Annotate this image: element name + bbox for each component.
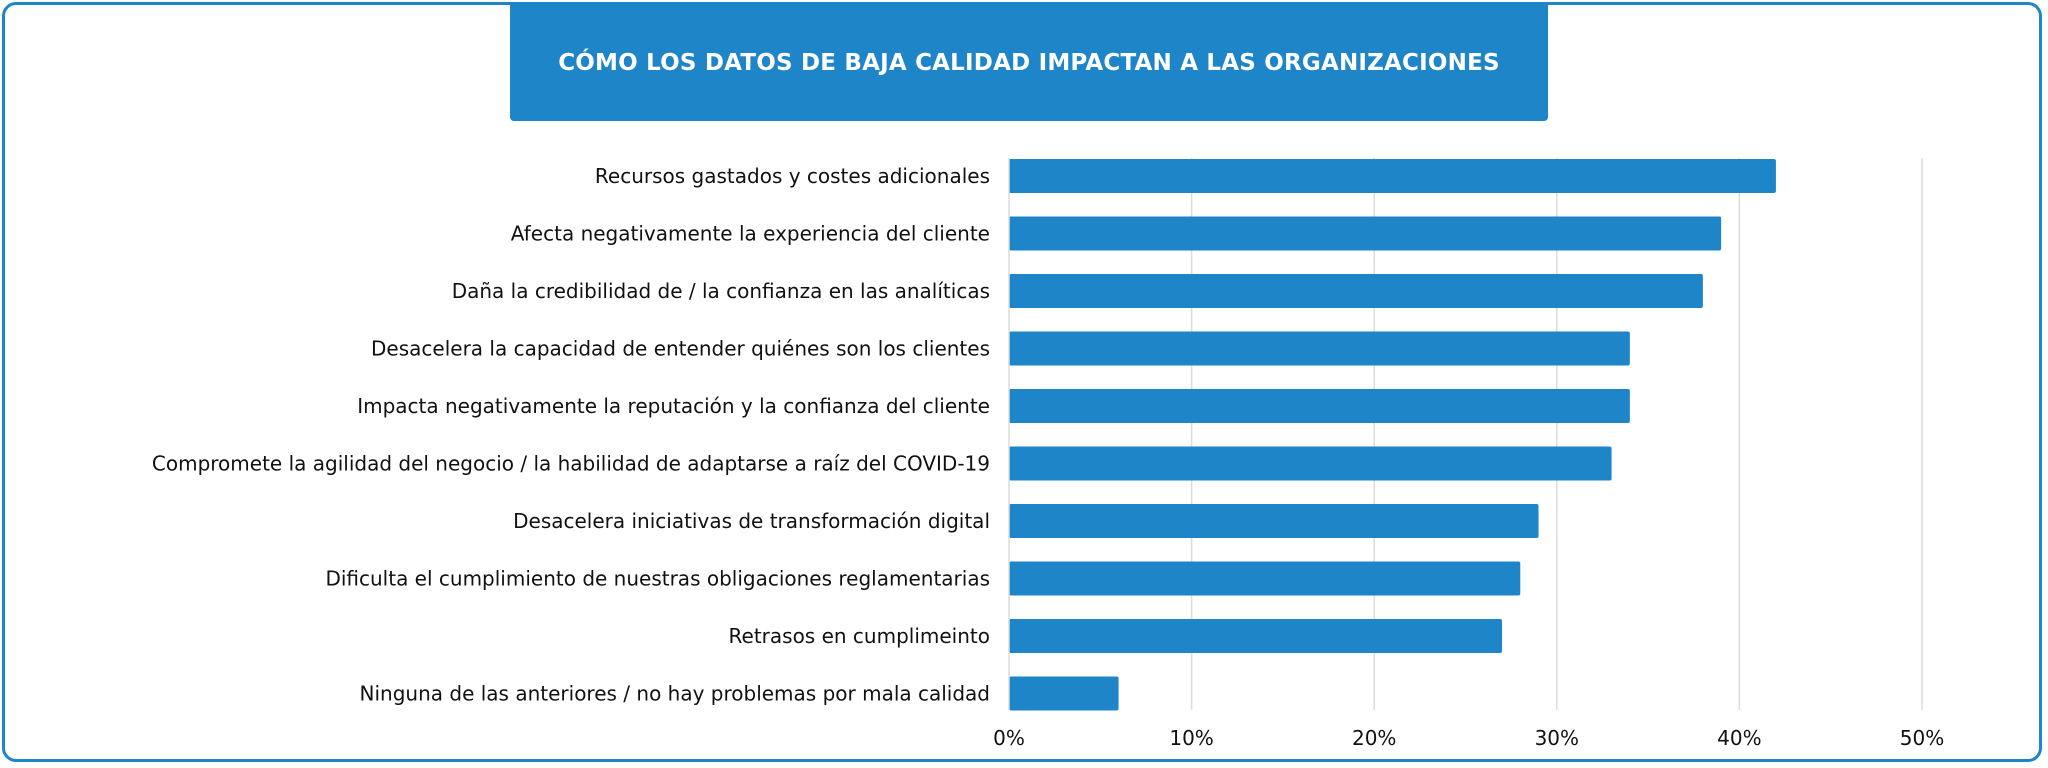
x-tick-label: 20% — [1352, 726, 1396, 750]
x-tick-label: 0% — [993, 726, 1025, 750]
bar — [1009, 619, 1503, 653]
category-label: Dificulta el cumplimiento de nuestras ob… — [325, 567, 990, 591]
bar — [1009, 216, 1722, 251]
bar — [1009, 561, 1521, 596]
bar — [1009, 676, 1119, 711]
x-tick-label: 50% — [1900, 726, 1944, 750]
category-label: Impacta negativamente la reputación y la… — [357, 394, 990, 418]
bar — [1009, 331, 1630, 366]
x-tick-label: 10% — [1169, 726, 1213, 750]
category-label: Retrasos en cumplimeinto — [729, 624, 990, 648]
bar — [1009, 389, 1630, 423]
category-label: Desacelera iniciativas de transformación… — [513, 509, 990, 533]
bar — [1009, 159, 1776, 193]
category-label: Recursos gastados y costes adicionales — [595, 164, 990, 188]
chart-title: CÓMO LOS DATOS DE BAJA CALIDAD IMPACTAN … — [558, 50, 1500, 76]
bar — [1009, 274, 1703, 308]
x-tick-label: 30% — [1535, 726, 1579, 750]
category-label: Daña la credibilidad de / la confianza e… — [452, 279, 990, 303]
bar — [1009, 446, 1612, 481]
bar — [1009, 504, 1539, 538]
category-label: Compromete la agilidad del negocio / la … — [152, 452, 990, 476]
x-tick-label: 40% — [1717, 726, 1761, 750]
title-banner: CÓMO LOS DATOS DE BAJA CALIDAD IMPACTAN … — [510, 5, 1548, 121]
category-label: Desacelera la capacidad de entender quié… — [371, 337, 990, 361]
category-label: Ninguna de las anteriores / no hay probl… — [360, 682, 990, 706]
category-label: Afecta negativamente la experiencia del … — [511, 222, 990, 246]
